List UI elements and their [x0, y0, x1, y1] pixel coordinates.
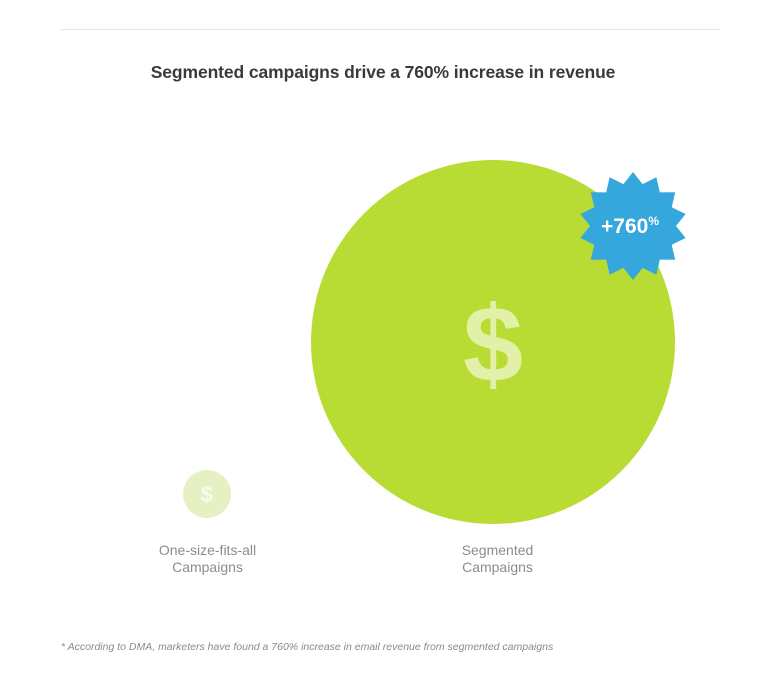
bubble-small-circle — [183, 470, 231, 518]
label-segmented: Segmented Campaigns — [461, 542, 534, 575]
badge-value: +760% — [601, 214, 659, 238]
starburst-icon — [580, 172, 686, 280]
increase-badge: +760% — [580, 172, 686, 280]
dollar-sign-icon-large: $ — [463, 283, 523, 404]
bubble-large-circle — [311, 160, 675, 524]
label-one-size-fits-all: One-size-fits-all Campaigns — [158, 542, 257, 575]
bubble-one-size-fits-all: $ — [183, 470, 231, 518]
bubble-segmented: $ — [311, 160, 675, 524]
chart-title: Segmented campaigns drive a 760% increas… — [150, 62, 616, 82]
top-divider — [61, 29, 721, 30]
dollar-sign-icon-small: $ — [201, 482, 213, 507]
footnote: * According to DMA, marketers have found… — [61, 641, 554, 653]
